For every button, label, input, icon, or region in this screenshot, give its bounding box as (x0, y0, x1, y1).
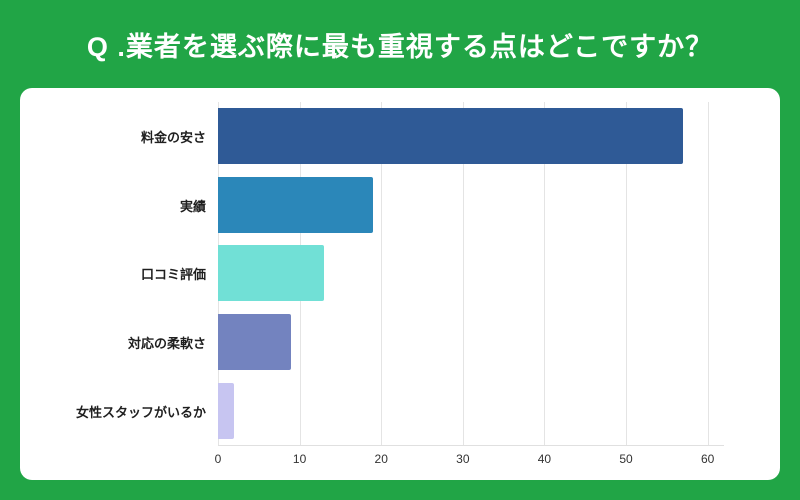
x-tick-label: 10 (292, 452, 307, 466)
x-axis: 0 10 20 30 40 50 60 (214, 446, 724, 470)
bar-row (218, 171, 724, 240)
plot-area (218, 102, 724, 446)
bar (218, 382, 235, 439)
bar (218, 176, 374, 233)
category-label: 対応の柔軟さ (127, 336, 206, 352)
gridline (381, 102, 383, 445)
category-label: 料金の安さ (140, 129, 206, 145)
gridline (544, 102, 546, 445)
bar (218, 314, 292, 371)
bar-row (218, 308, 724, 377)
page-header: Q .業者を選ぶ際に最も重視する点はどこですか？ (0, 0, 800, 88)
labels-column: 料金の安さ実績口コミ評価対応の柔軟さ女性スタッフがいるか (40, 102, 218, 446)
category-label: 女性スタッフがいるか (75, 405, 206, 421)
x-tick-label: 60 (700, 452, 715, 466)
x-tick-label: 40 (537, 452, 552, 466)
bar (218, 108, 684, 165)
bar-row (218, 376, 724, 445)
bar-chart: 料金の安さ実績口コミ評価対応の柔軟さ女性スタッフがいるか 0 10 20 30 40 50… (40, 102, 724, 470)
gridline (462, 102, 464, 445)
category-label: 口コミ評価 (140, 267, 206, 283)
x-tick-label: 30 (456, 452, 470, 466)
bar (218, 245, 325, 302)
x-tick-label: 20 (374, 452, 388, 466)
question-title: Q .業者を選ぶ際に最も重視する点はどこですか？ (86, 31, 714, 62)
gridline (707, 102, 709, 445)
gridline (626, 102, 628, 445)
bar-row (218, 239, 724, 308)
chart-card: 料金の安さ実績口コミ評価対応の柔軟さ女性スタッフがいるか 0 10 20 30 40 50… (20, 88, 780, 480)
chart-body: 料金の安さ実績口コミ評価対応の柔軟さ女性スタッフがいるか (40, 102, 724, 446)
x-tick-label: 0 (214, 452, 222, 466)
category-label: 実績 (179, 198, 206, 214)
x-tick-label: 50 (619, 452, 633, 466)
bars-container (218, 102, 724, 445)
bar-row (218, 102, 724, 171)
